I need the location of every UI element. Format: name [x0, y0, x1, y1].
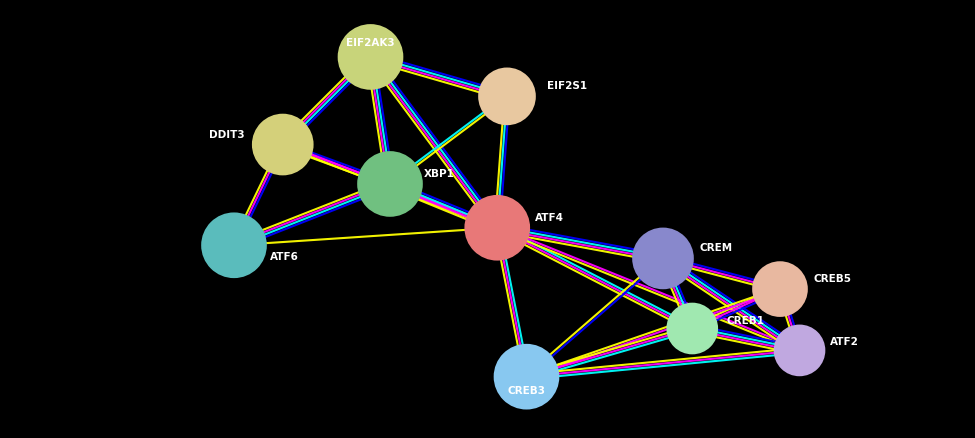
Text: XBP1: XBP1: [424, 169, 455, 179]
Circle shape: [358, 152, 422, 216]
Text: ATF4: ATF4: [535, 213, 565, 223]
Text: EIF2S1: EIF2S1: [547, 81, 587, 92]
Circle shape: [667, 304, 718, 353]
Circle shape: [465, 196, 529, 260]
Text: ATF6: ATF6: [270, 252, 299, 262]
Circle shape: [633, 229, 693, 288]
Text: DDIT3: DDIT3: [209, 130, 245, 140]
Text: ATF2: ATF2: [830, 337, 858, 347]
Text: CREB1: CREB1: [726, 315, 764, 325]
Circle shape: [494, 345, 559, 409]
Circle shape: [338, 25, 403, 89]
Text: CREM: CREM: [699, 244, 732, 254]
Circle shape: [479, 68, 535, 124]
Text: CREB3: CREB3: [508, 386, 545, 396]
Text: EIF2AK3: EIF2AK3: [346, 38, 395, 48]
Circle shape: [202, 213, 266, 277]
Text: CREB5: CREB5: [814, 274, 852, 284]
Circle shape: [774, 325, 825, 375]
Circle shape: [753, 262, 807, 316]
Circle shape: [253, 115, 313, 174]
